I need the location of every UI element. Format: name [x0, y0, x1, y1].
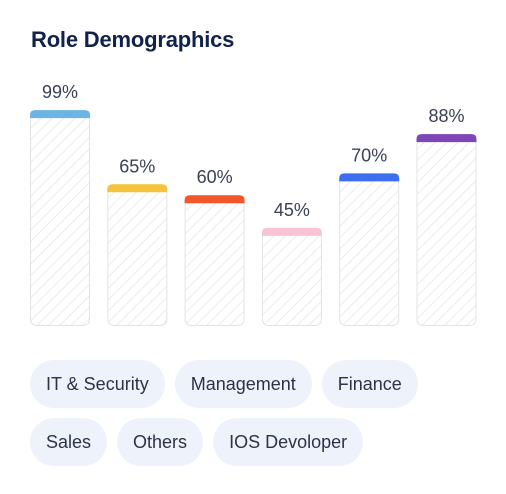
bar-cap [261, 227, 322, 236]
bar-value-label: 70% [351, 145, 387, 165]
bar-cap [30, 110, 90, 119]
legend-tag-management[interactable]: Management [174, 360, 312, 408]
legend-tag-finance[interactable]: Finance [321, 360, 418, 408]
legend-tag-others[interactable]: Others [117, 418, 204, 466]
bar-cap [107, 184, 168, 193]
bar-value-label: 99% [42, 82, 78, 102]
bar-value-label: 65% [119, 156, 155, 176]
bar-management: 65% [107, 156, 168, 326]
bar-body [184, 195, 245, 326]
legend-tags: IT & Security Management Finance Sales O… [30, 360, 490, 466]
bar-cap [339, 173, 400, 182]
bar-finance: 60% [184, 167, 245, 326]
legend-tag-sales[interactable]: Sales [30, 418, 108, 466]
bar-others: 70% [339, 145, 400, 326]
bar-cap [184, 195, 245, 204]
bar-sales: 45% [261, 200, 322, 326]
legend-tag-ios-developer[interactable]: IOS Devoloper [213, 418, 364, 466]
bar-chart: 99% 65% 60% 45% 70% 88% [30, 82, 477, 327]
bar-ios-devoloper: 88% [416, 106, 477, 326]
bar-value-label: 60% [197, 167, 233, 187]
bar-cap [416, 134, 477, 143]
bar-body [107, 184, 168, 326]
bar-value-label: 88% [428, 106, 464, 126]
legend-tag-it-security[interactable]: IT & Security [30, 360, 165, 408]
bar-body [261, 227, 322, 326]
bar-body [30, 110, 90, 327]
bar-value-label: 45% [274, 200, 310, 220]
bar-body [416, 134, 477, 326]
chart-title: Role Demographics [31, 27, 235, 52]
bar-it-security: 99% [30, 82, 90, 327]
bar-body [339, 173, 400, 326]
